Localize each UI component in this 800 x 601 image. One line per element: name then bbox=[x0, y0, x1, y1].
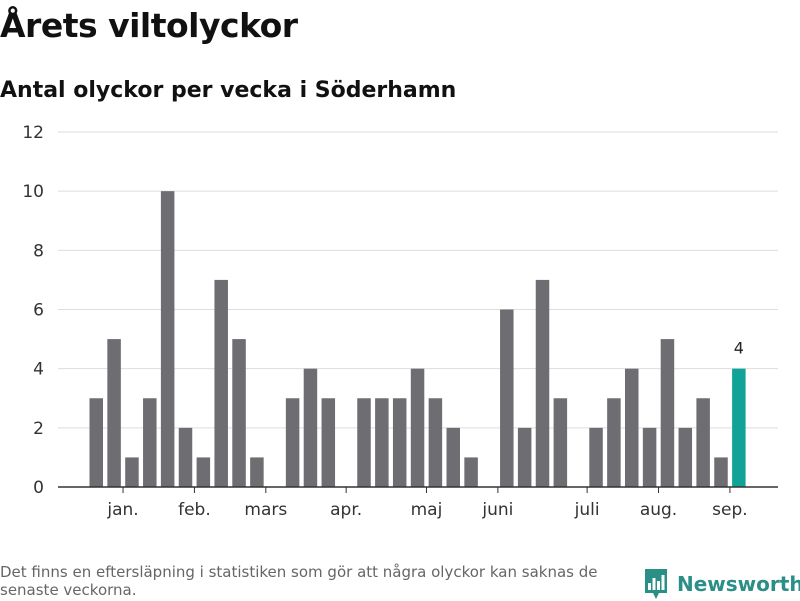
x-tick-label: maj bbox=[411, 500, 443, 520]
bar-chart: 0 2 4 6 8 10 12 4 jan. feb. mars apr. maj juni juli aug… bbox=[22, 123, 778, 520]
bar bbox=[143, 398, 157, 487]
bar bbox=[125, 457, 139, 487]
newsworthy-brand[interactable]: Newsworthy bbox=[643, 567, 800, 601]
bar bbox=[357, 398, 371, 487]
x-tick-label: juli bbox=[574, 500, 600, 520]
y-tick-label: 10 bbox=[22, 182, 44, 202]
bar-highlight bbox=[732, 368, 746, 487]
chart-title: Årets viltolyckor bbox=[0, 6, 298, 45]
y-tick-label: 4 bbox=[33, 360, 44, 380]
bar bbox=[500, 309, 514, 487]
bar bbox=[625, 368, 639, 487]
bar bbox=[696, 398, 710, 487]
y-tick-label: 6 bbox=[33, 301, 44, 321]
bar bbox=[392, 398, 407, 487]
bar bbox=[553, 398, 568, 487]
x-tick-label: sep. bbox=[712, 500, 748, 520]
footnote: Det finns en eftersläpning i statistiken… bbox=[0, 563, 598, 599]
bar bbox=[375, 398, 389, 487]
y-tick-label: 12 bbox=[22, 123, 44, 143]
bar bbox=[464, 457, 478, 487]
x-tick-label: feb. bbox=[178, 500, 211, 520]
bar bbox=[660, 339, 675, 487]
x-tick-label: apr. bbox=[330, 500, 362, 520]
bar bbox=[517, 427, 532, 487]
x-tick-label: aug. bbox=[640, 500, 677, 520]
x-tick-label: jan. bbox=[106, 500, 138, 520]
chart-subtitle: Antal olyckor per vecka i Söderhamn bbox=[0, 78, 457, 103]
bars bbox=[89, 191, 746, 487]
y-tick-label: 0 bbox=[33, 478, 44, 498]
bar bbox=[714, 457, 728, 487]
bar bbox=[321, 398, 336, 487]
bar bbox=[107, 339, 121, 487]
bar bbox=[232, 339, 246, 487]
bar bbox=[589, 427, 603, 487]
axes: 0 2 4 6 8 10 12 4 jan. feb. mars apr. maj juni juli aug… bbox=[22, 123, 778, 520]
bar bbox=[446, 427, 460, 487]
bar bbox=[642, 427, 657, 487]
brand-label: Newsworthy bbox=[677, 572, 800, 596]
bar bbox=[303, 368, 318, 487]
bar bbox=[89, 398, 103, 487]
bar-chart-logo-icon bbox=[645, 569, 667, 599]
x-tick-label: mars bbox=[244, 500, 287, 520]
bar bbox=[250, 457, 264, 487]
bar bbox=[178, 427, 193, 487]
bar bbox=[285, 398, 300, 487]
y-tick-label: 2 bbox=[33, 419, 44, 439]
x-tick-label: juni bbox=[481, 500, 513, 520]
bar bbox=[196, 457, 211, 487]
bar bbox=[214, 279, 228, 487]
bar bbox=[607, 398, 621, 487]
data-label: 4 bbox=[734, 339, 744, 358]
bar bbox=[410, 368, 425, 487]
y-tick-label: 8 bbox=[33, 241, 44, 261]
bar bbox=[678, 427, 693, 487]
bar bbox=[160, 191, 175, 487]
bar bbox=[535, 279, 550, 487]
bar bbox=[428, 398, 443, 487]
